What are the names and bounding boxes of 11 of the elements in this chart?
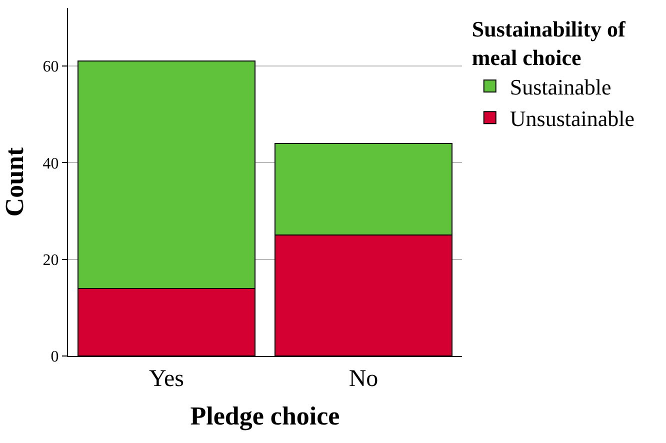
- legend-label: Unsustainable: [510, 106, 635, 132]
- y-tick-label: 60: [42, 58, 59, 76]
- legend-title: Sustainability of meal choice: [472, 16, 626, 70]
- y-axis-title: Count: [0, 146, 29, 217]
- x-tick-label: No: [348, 366, 378, 392]
- y-tick-label: 20: [42, 252, 59, 269]
- legend-label: Sustainable: [510, 74, 612, 100]
- x-axis-title: Pledge choice: [190, 402, 340, 430]
- y-tick-label: 40: [42, 155, 59, 172]
- y-tick-label: 0: [50, 348, 59, 366]
- x-tick-label: Yes: [149, 366, 184, 392]
